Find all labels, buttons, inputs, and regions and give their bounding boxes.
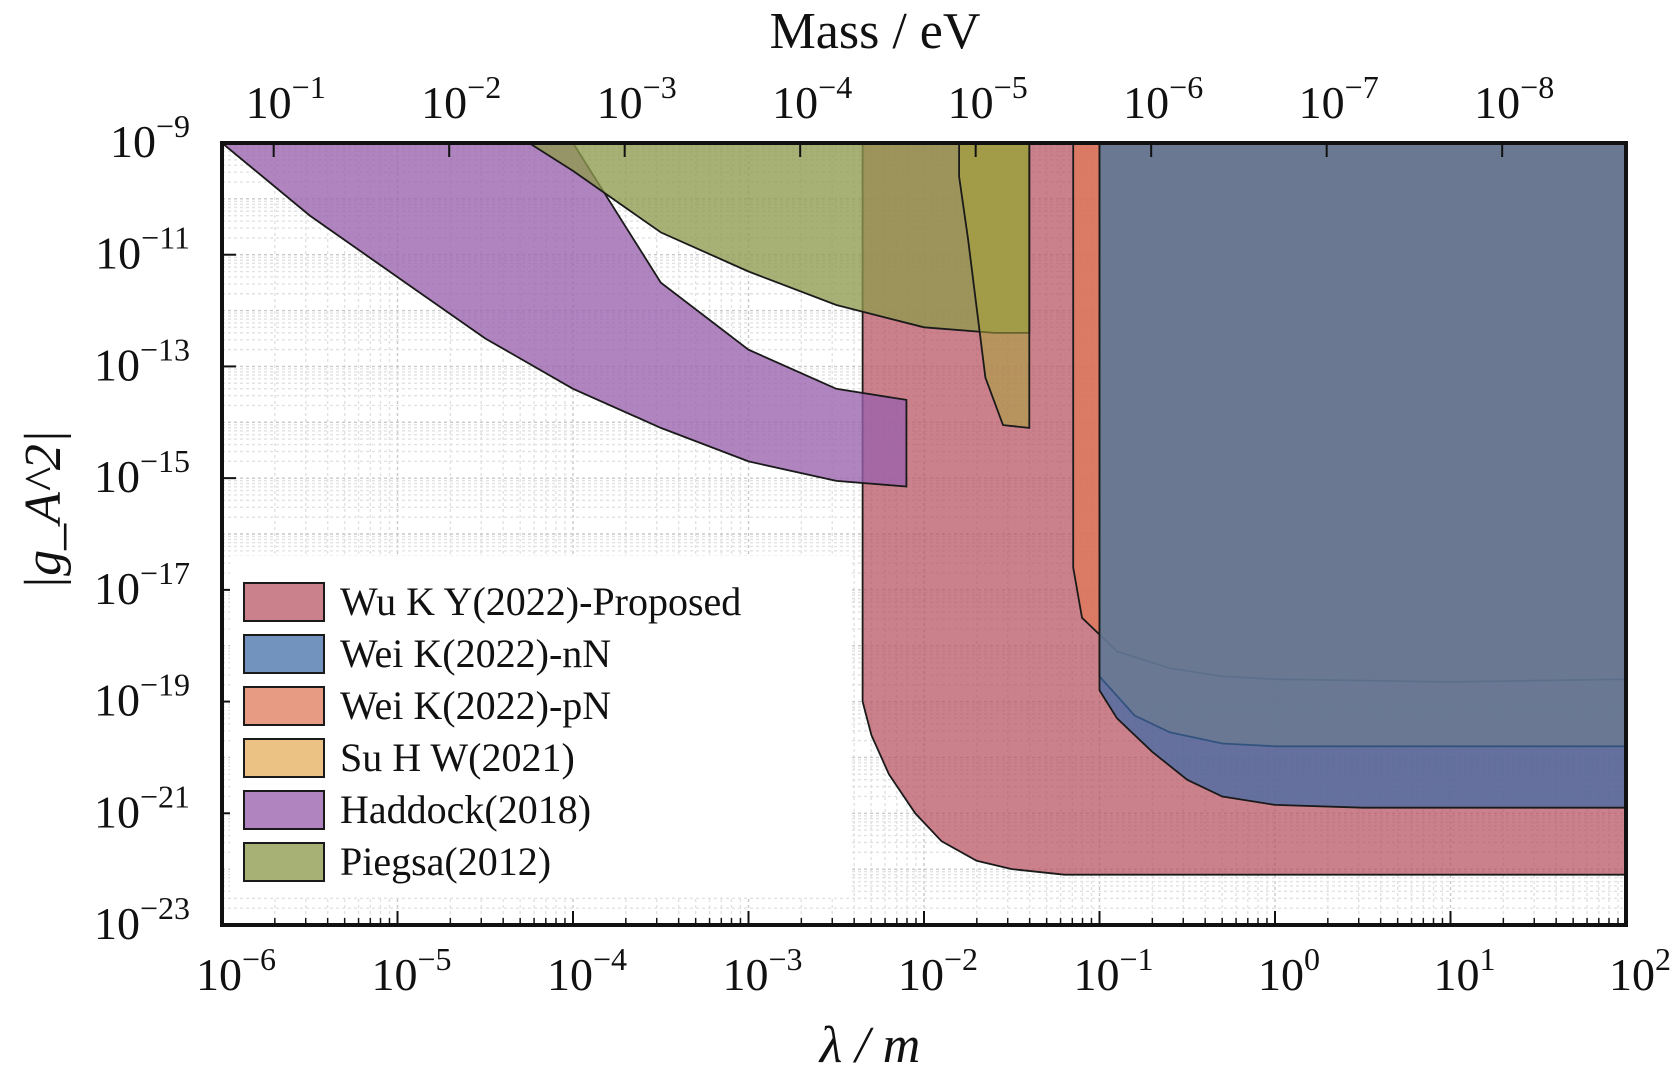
x-tick-label: 10−3	[722, 941, 802, 1000]
series-area-haddock-2018-	[219, 142, 908, 488]
x-tick-label: 10−6	[196, 941, 276, 1000]
legend-swatch	[243, 842, 325, 882]
legend-swatch	[243, 582, 325, 622]
x-tick-label: 101	[1434, 941, 1496, 1000]
legend-label: Wei K(2022)-pN	[340, 683, 611, 728]
legend-swatch	[243, 738, 325, 778]
x-tick-label: 10−1	[1073, 941, 1153, 1000]
top-tick-label: 10−3	[597, 69, 677, 128]
tick-labels: 10−6 10−5 10−4 10−3 10−2 10−1 100 101 102 10−1 10−…	[94, 69, 1670, 1000]
top-tick-label: 10−6	[1123, 69, 1203, 128]
y-tick-label: 10−19	[94, 667, 190, 726]
overlap-band	[958, 142, 1031, 429]
x-axis-title: λ / m	[818, 1017, 921, 1074]
legend-label: Wu K Y(2022)-Proposed	[340, 579, 741, 624]
y-tick-label: 10−9	[110, 108, 190, 167]
legend: Wu K Y(2022)-Proposed Wei K(2022)-nN Wei K…	[230, 556, 850, 896]
x-tick-label: 10−2	[898, 941, 978, 1000]
top-axis-title: Mass / eV	[770, 3, 981, 60]
x-tick-label: 100	[1258, 941, 1320, 1000]
legend-label: Wei K(2022)-nN	[340, 631, 611, 676]
series-areas	[219, 142, 1627, 876]
top-tick-label: 10−7	[1299, 69, 1379, 128]
legend-label: Haddock(2018)	[340, 787, 591, 832]
legend-label: Piegsa(2012)	[340, 839, 551, 884]
x-tick-label: 10−4	[547, 941, 627, 1000]
top-tick-label: 10−1	[246, 69, 326, 128]
y-axis-title: |g_A^2|	[15, 430, 72, 590]
series-area-wei-k-2022-nn	[1098, 142, 1627, 809]
y-tick-label: 10−15	[94, 443, 190, 502]
top-tick-label: 10−5	[948, 69, 1028, 128]
top-tick-label: 10−4	[772, 69, 852, 128]
legend-swatch	[243, 634, 325, 674]
top-tick-label: 10−2	[421, 69, 501, 128]
y-tick-label: 10−11	[95, 220, 190, 279]
y-tick-label: 10−23	[94, 890, 190, 949]
x-tick-label: 102	[1609, 941, 1670, 1000]
x-tick-label: 10−5	[371, 941, 451, 1000]
tick-marks	[221, 142, 1627, 926]
legend-swatch	[243, 790, 325, 830]
y-tick-label: 10−21	[94, 778, 190, 837]
y-tick-label: 10−17	[94, 555, 190, 614]
y-tick-label: 10−13	[94, 331, 190, 390]
legend-swatch	[243, 686, 325, 726]
top-tick-label: 10−8	[1474, 69, 1554, 128]
legend-background	[230, 556, 850, 896]
legend-label: Su H W(2021)	[340, 735, 575, 780]
